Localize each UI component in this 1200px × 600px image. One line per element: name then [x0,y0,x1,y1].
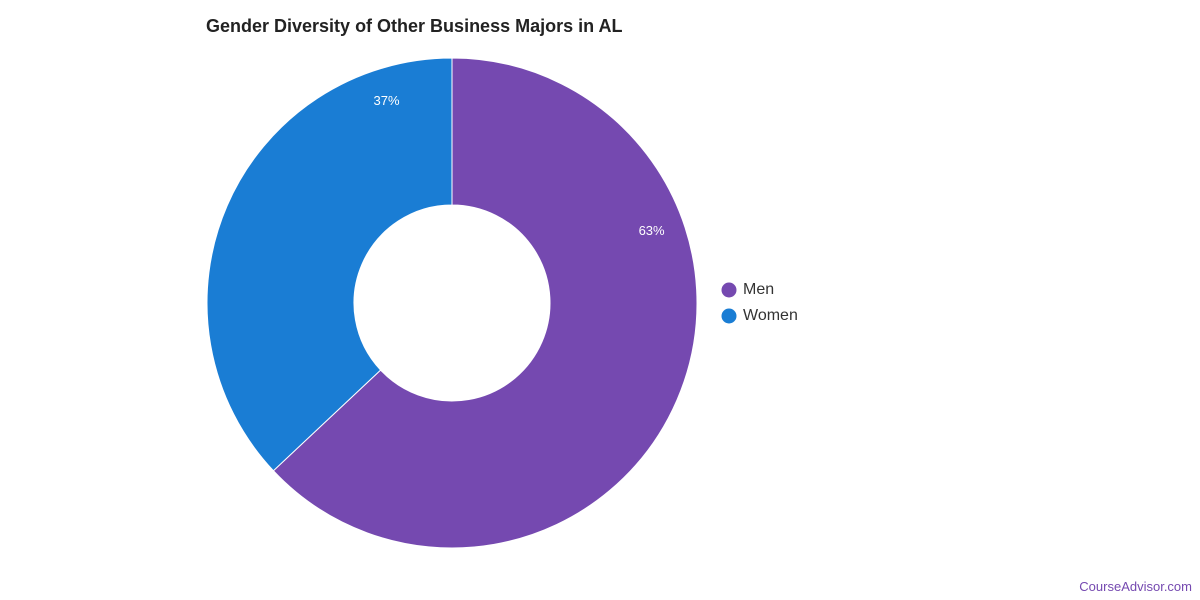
legend-swatch-men [721,282,737,298]
slice-labels-group: 63% 37% [374,93,666,238]
slices-group [206,57,698,549]
legend-label-men: Men [743,281,774,298]
legend-item-men[interactable]: Men [721,281,775,298]
slice-label-women: 37% [374,93,400,108]
legend: Men Women [721,281,798,324]
source-credit[interactable]: CourseAdvisor.com [1079,579,1192,594]
chart-title: Gender Diversity of Other Business Major… [206,16,623,36]
slice-label-men: 63% [639,223,665,238]
slice-men[interactable] [272,57,698,549]
legend-label-women: Women [743,307,798,324]
legend-swatch-women [721,308,737,324]
legend-item-women[interactable]: Women [721,307,798,324]
slice-women[interactable] [206,57,453,472]
